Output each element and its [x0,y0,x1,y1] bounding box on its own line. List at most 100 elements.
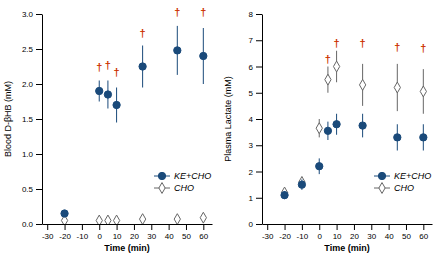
x-tick-mark [302,224,303,230]
y-axis: 012345678 [249,10,263,229]
y-tick-mark [36,119,42,120]
y-tick-mark [256,40,262,41]
y-tick-mark [256,198,262,199]
x-axis-line [43,224,213,225]
y-tick-label: 8 [249,10,254,19]
x-tick: -10 [77,224,89,241]
x-tick-mark [47,224,48,230]
x-tick-mark [319,224,320,230]
point [113,101,120,108]
point [96,87,103,94]
x-tick-label: -20 [59,232,71,241]
x-tick-label: 10 [113,232,122,241]
point [139,63,146,70]
y-tick-label: 6 [249,63,254,72]
x-tick-label: 0 [98,232,103,241]
y-tick: 1.0 [22,150,42,159]
x-tick-label: -30 [42,232,54,241]
y-tick-mark [256,93,262,94]
x-tick: 40 [385,224,394,241]
annotation: † [140,27,146,39]
point [113,215,119,224]
point [174,47,181,54]
y-axis-line [42,15,43,225]
y-tick: 6 [249,63,262,72]
x-tick: 10 [113,224,122,241]
x-tick-mark [186,224,187,230]
y-tick-label: 0.5 [22,185,34,194]
y-tick-label: 7 [249,36,254,45]
y-tick-mark [256,119,262,120]
x-tick-label: 10 [333,232,342,241]
x-axis-title: Time (min) [104,243,149,253]
point [139,214,145,224]
x-tick-label: 50 [402,232,411,241]
y-tick-label: 2.0 [22,80,34,89]
marks [61,26,207,224]
y-tick-label: 1.5 [22,115,34,124]
y-tick-mark [36,154,42,155]
y-tick: 1.5 [22,115,42,124]
legend: KE+CHOCHO [374,171,431,193]
x-axis-title: Time (min) [324,243,369,253]
x-tick: 30 [147,224,156,241]
legend-label: CHO [174,183,194,193]
x-tick: 30 [367,224,376,241]
x-tick-mark [117,224,118,230]
y-axis-title: Blood D-βHB (mM) [3,81,13,157]
y-tick-label: 3 [249,141,254,150]
y-axis-title: Plasma Lactate (mM) [223,76,233,162]
x-tick: 60 [419,224,428,241]
x-tick-mark [65,224,66,230]
annotation: † [105,59,111,71]
annotation: † [334,37,340,49]
x-tick: -20 [279,224,291,241]
point [105,215,111,224]
annotation: † [114,66,120,78]
point [61,210,68,217]
x-tick-mark [354,224,355,230]
x-tick-label: 0 [318,232,323,241]
y-tick: 2.5 [22,45,42,54]
point [281,187,287,198]
panel: -30-20-100102030405060012345678Time (min… [223,10,433,253]
point [200,212,206,223]
x-tick-mark [169,224,170,230]
point [316,163,323,170]
y-tick-mark [256,224,262,225]
y-tick-mark [256,145,262,146]
legend-item: KE+CHO [154,171,211,181]
y-tick: 0 [249,220,262,229]
legend-label: KE+CHO [174,171,211,181]
chart: -30-20-1001020304050600.00.51.01.52.02.5… [0,0,440,254]
y-tick: 2.0 [22,80,42,89]
x-tick-label: 40 [165,232,174,241]
y-tick-label: 0.0 [22,220,34,229]
point [394,82,400,93]
x-tick-mark [285,224,286,230]
point [333,121,340,128]
x-tick: 40 [165,224,174,241]
annotation: † [360,37,366,49]
point [281,191,288,198]
x-tick-mark [267,224,268,230]
point [394,134,401,141]
legend-symbol [379,183,385,194]
y-tick: 3 [249,141,262,150]
y-axis: 0.00.51.01.52.02.53.0 [22,10,43,229]
y-tick-label: 4 [249,115,254,124]
point [324,127,331,134]
x-tick-label: -10 [77,232,89,241]
x-tick: 0 [98,224,103,241]
x-tick-mark [134,224,135,230]
x-tick: 10 [333,224,342,241]
x-tick: 20 [130,224,139,241]
annotation: † [200,6,206,18]
x-tick-label: -20 [279,232,291,241]
x-tick-label: -10 [297,232,309,241]
y-tick: 4 [249,115,262,124]
y-axis-line [262,15,263,225]
x-tick-label: -30 [262,232,274,241]
x-tick-label: 30 [147,232,156,241]
annotation: † [174,6,180,18]
